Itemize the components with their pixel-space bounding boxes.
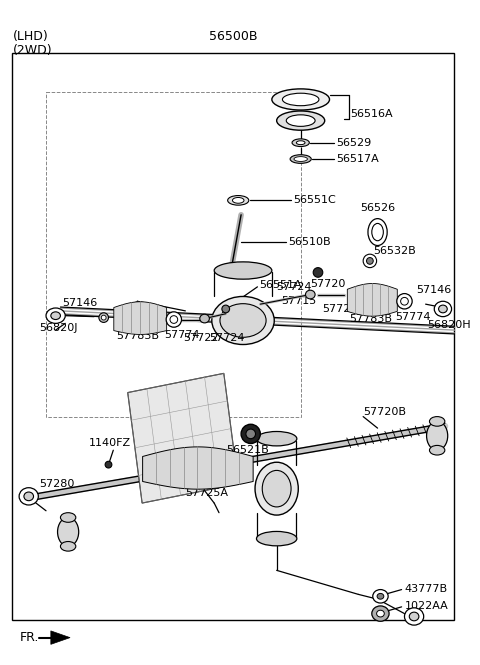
Text: 43777B: 43777B [405,584,448,594]
Ellipse shape [256,531,297,546]
Ellipse shape [241,424,260,444]
Ellipse shape [105,462,112,468]
Text: 57720B: 57720B [363,407,406,417]
Ellipse shape [372,223,384,241]
Ellipse shape [51,312,60,319]
Ellipse shape [430,446,445,455]
Text: 56510B: 56510B [288,237,331,247]
Ellipse shape [377,610,384,617]
Ellipse shape [434,301,452,317]
Ellipse shape [305,290,315,299]
Text: 56517A: 56517A [336,154,379,164]
Ellipse shape [282,93,319,106]
Text: 57146: 57146 [416,285,451,295]
Text: 57280: 57280 [39,479,75,489]
Text: 57720: 57720 [310,279,346,289]
Ellipse shape [409,612,419,621]
Text: 57774: 57774 [164,330,200,340]
Text: 1140FZ: 1140FZ [89,438,132,448]
Ellipse shape [170,316,178,323]
Ellipse shape [397,293,412,309]
Ellipse shape [212,297,274,344]
Text: (LHD): (LHD) [12,31,48,43]
Ellipse shape [232,198,244,203]
Ellipse shape [373,590,388,603]
Ellipse shape [286,115,315,126]
Ellipse shape [256,432,297,446]
Ellipse shape [313,267,323,277]
Ellipse shape [262,470,291,507]
Ellipse shape [290,155,311,164]
Text: 57146: 57146 [62,298,97,308]
Text: 56500B: 56500B [209,31,258,43]
Ellipse shape [427,422,448,450]
Text: 56529: 56529 [336,138,372,148]
Text: 57722: 57722 [322,304,357,314]
Ellipse shape [377,593,384,599]
Ellipse shape [405,608,424,625]
Text: 57715: 57715 [281,297,317,307]
Ellipse shape [228,265,235,271]
Ellipse shape [246,429,255,439]
Ellipse shape [129,302,146,319]
Ellipse shape [294,157,307,162]
Ellipse shape [296,141,305,144]
Ellipse shape [99,313,108,323]
Text: 1022AA: 1022AA [405,601,448,611]
Ellipse shape [367,257,373,264]
Bar [12,53,455,620]
Text: 57722: 57722 [183,332,219,342]
Ellipse shape [401,297,408,305]
Polygon shape [128,373,238,503]
Ellipse shape [372,606,389,621]
Polygon shape [51,631,70,644]
Text: 57774: 57774 [395,312,431,322]
Text: 56551A: 56551A [259,280,302,290]
Ellipse shape [276,111,324,130]
Ellipse shape [46,308,65,323]
Text: 57783B: 57783B [116,331,159,341]
Ellipse shape [368,219,387,245]
Text: (2WD): (2WD) [12,44,52,57]
Ellipse shape [19,487,38,505]
Text: 56526: 56526 [360,203,395,213]
Ellipse shape [292,139,309,146]
Text: 57783B: 57783B [349,314,392,324]
Ellipse shape [430,416,445,426]
Text: 57724: 57724 [276,282,312,292]
Ellipse shape [60,513,76,522]
Text: 56820H: 56820H [428,321,471,331]
Ellipse shape [363,254,377,267]
Ellipse shape [166,312,181,327]
Ellipse shape [58,517,79,547]
Ellipse shape [220,304,266,337]
Ellipse shape [101,315,106,320]
Ellipse shape [255,462,298,515]
Text: 56521B: 56521B [226,446,268,456]
Text: FR.: FR. [20,631,39,644]
Text: 56551C: 56551C [293,196,336,205]
Text: 56516A: 56516A [351,109,393,119]
Ellipse shape [60,541,76,551]
Ellipse shape [228,196,249,205]
Ellipse shape [200,315,209,323]
Ellipse shape [439,305,447,313]
Text: 56820J: 56820J [39,323,78,333]
Ellipse shape [272,89,329,110]
Text: 57725A: 57725A [185,489,228,499]
Ellipse shape [222,305,229,313]
Text: 56532B: 56532B [373,246,416,256]
Text: 57724: 57724 [209,332,245,342]
Ellipse shape [24,492,34,501]
Ellipse shape [214,262,272,279]
